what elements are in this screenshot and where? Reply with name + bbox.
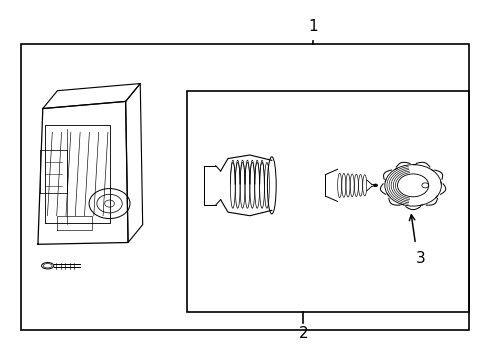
Text: 2: 2 bbox=[298, 326, 308, 341]
Circle shape bbox=[374, 184, 377, 187]
Text: 3: 3 bbox=[416, 251, 425, 266]
Bar bbox=[21, 44, 469, 330]
Text: 1: 1 bbox=[308, 19, 318, 34]
Bar bbox=[187, 91, 469, 312]
